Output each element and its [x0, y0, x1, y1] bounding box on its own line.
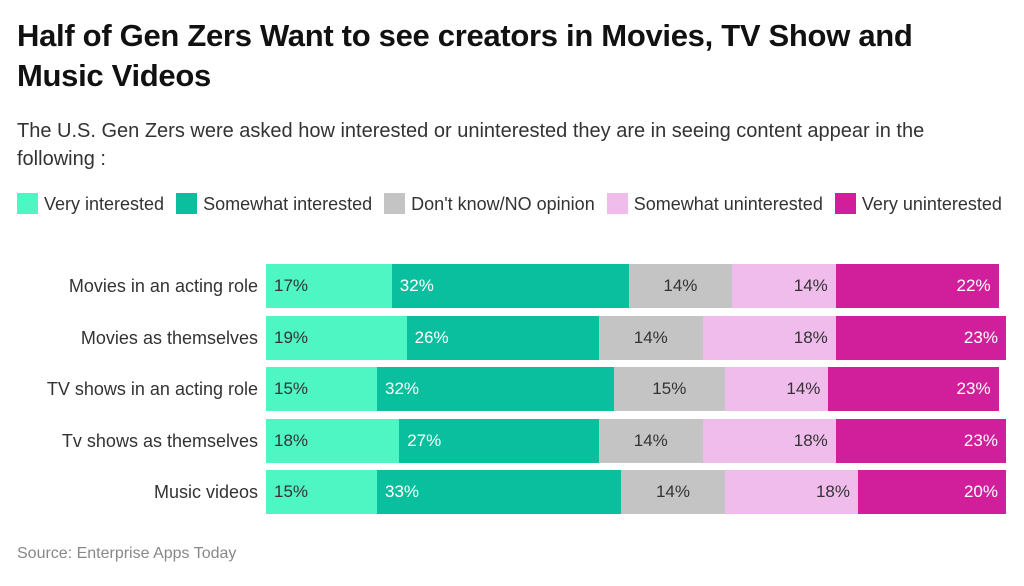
bar-segment: 18% [702, 315, 836, 360]
bar-segment: 27% [399, 418, 599, 463]
chart-subtitle: The U.S. Gen Zers were asked how interes… [17, 120, 925, 170]
bar-segment: 26% [406, 315, 599, 360]
bar-segment: 15% [613, 367, 725, 411]
bar-segment: 17% [266, 264, 392, 308]
category-label: Movies in an acting role [68, 276, 258, 296]
legend-swatch [17, 193, 38, 214]
legend-label: Somewhat interested [203, 194, 373, 214]
stacked-bar: 17% 32% 14% 14% 22% [266, 264, 999, 308]
bar-segment: 19% [266, 315, 407, 360]
bar-row: Tv shows as themselves 18% 27% 14% 18% 23% [0, 418, 1024, 463]
bar-segment: 14% [628, 264, 733, 308]
legend-item: Somewhat interested [176, 190, 372, 218]
bar-segment: 23% [828, 367, 999, 411]
category-label: TV shows in an acting role [46, 379, 258, 399]
legend-item: Very interested [17, 190, 164, 218]
bar-row: TV shows in an acting role 15% 32% 15% 14% 23… [0, 367, 1024, 411]
bar-segment: 20% [857, 470, 1006, 514]
stacked-bar: 18% 27% 14% 18% 23% [266, 418, 1006, 463]
legend-item: Very uninterested [834, 190, 1002, 218]
bar-segment: 32% [391, 264, 629, 308]
legend-label: Very uninterested [861, 194, 1002, 214]
legend-item: Somewhat uninterested [606, 190, 823, 218]
bar-row: Music videos 15% 33% 14% 18% 20% [0, 470, 1024, 514]
legend-swatch [384, 193, 406, 214]
legend-label: Don't know/NO opinion [411, 194, 595, 214]
legend-swatch [834, 193, 856, 214]
bar-segment: 14% [732, 264, 836, 308]
bar-segment: 33% [377, 470, 622, 514]
bar-segment: 32% [377, 367, 614, 411]
legend: Very interested Somewhat interested Don't … [17, 190, 1017, 218]
category-label: Movies as themselves [80, 327, 258, 348]
bar-segment: 14% [621, 470, 725, 514]
bar-segment: 14% [598, 418, 703, 463]
bar-segment: 22% [835, 264, 999, 308]
bar-row: Movies as themselves 19% 26% 14% 18% 23% [0, 315, 1024, 360]
stacked-bar: 15% 33% 14% 18% 20% [266, 470, 1006, 514]
category-label: Tv shows as themselves [61, 430, 258, 451]
bar-segment: 14% [724, 367, 829, 411]
bar-segment: 23% [835, 315, 1006, 360]
bar-segment: 18% [724, 470, 858, 514]
bar-segment: 18% [266, 418, 400, 463]
stacked-bar: 15% 32% 15% 14% 23% [266, 367, 999, 411]
legend-swatch [176, 193, 198, 214]
legend-swatch [606, 193, 628, 214]
category-label: Music videos [153, 482, 258, 502]
chart-title: Half of Gen Zers Want to see creators in… [17, 18, 913, 93]
bar-segment: 23% [835, 418, 1006, 463]
source-note: Source: Enterprise Apps Today [17, 545, 237, 562]
bar-segment: 18% [702, 418, 836, 463]
bar-segment: 14% [598, 315, 703, 360]
bar-segment: 15% [266, 470, 377, 514]
legend-label: Very interested [44, 194, 165, 214]
bar-segment: 15% [266, 367, 377, 411]
bar-row: Movies in an acting role 17% 32% 14% 14% 22% [0, 264, 1024, 308]
legend-label: Somewhat uninterested [633, 194, 823, 214]
legend-item: Don't know/NO opinion [384, 190, 595, 218]
stacked-bar: 19% 26% 14% 18% 23% [266, 315, 1006, 360]
